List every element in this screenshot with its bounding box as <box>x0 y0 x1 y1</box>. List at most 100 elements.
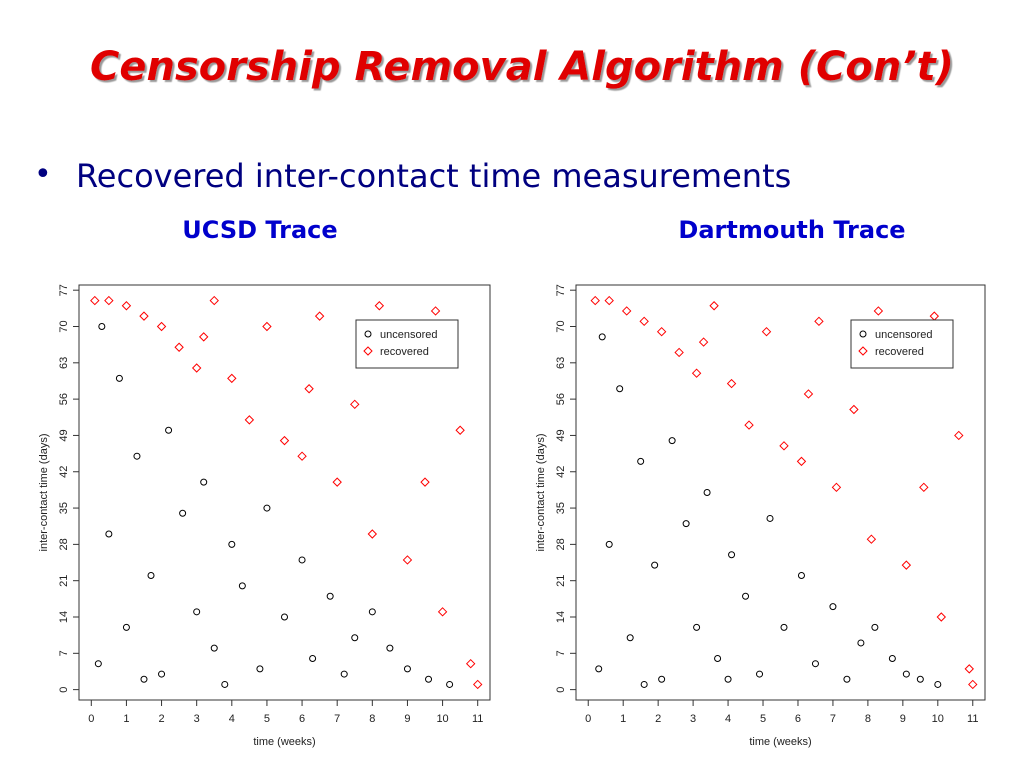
point <box>98 323 106 330</box>
point <box>368 608 376 616</box>
point <box>191 363 202 373</box>
point <box>115 374 123 382</box>
point <box>888 655 896 662</box>
x-tick-label: 2 <box>158 713 164 725</box>
point <box>668 437 676 445</box>
x-tick-label: 6 <box>299 713 305 725</box>
point <box>228 540 236 548</box>
y-tick-label: 28 <box>555 538 567 550</box>
point <box>590 295 600 306</box>
plot-frame <box>78 284 491 701</box>
point <box>402 555 413 565</box>
point <box>595 665 603 673</box>
y-tick-label: 35 <box>555 502 567 514</box>
point <box>263 504 271 512</box>
point <box>849 404 859 415</box>
point <box>693 623 701 631</box>
point <box>179 509 187 517</box>
x-tick-label: 0 <box>585 713 591 725</box>
y-tick-label: 77 <box>555 284 567 296</box>
y-tick-label: 0 <box>58 687 70 693</box>
chart-title: Dartmouth Trace <box>678 216 905 244</box>
y-tick-label: 0 <box>555 687 567 693</box>
point <box>332 477 342 487</box>
y-tick-label: 49 <box>58 429 70 441</box>
x-tick-label: 1 <box>123 713 129 725</box>
y-tick-label: 77 <box>58 284 70 296</box>
point <box>691 368 702 378</box>
point <box>640 680 648 688</box>
point <box>104 295 114 306</box>
point <box>968 679 978 690</box>
point <box>682 520 690 528</box>
point <box>133 452 141 460</box>
point <box>238 582 246 590</box>
point <box>256 665 264 673</box>
point <box>831 482 842 493</box>
point <box>780 623 788 631</box>
point <box>726 378 737 389</box>
point <box>651 561 659 569</box>
y-tick-label: 7 <box>555 650 567 656</box>
point <box>297 451 307 461</box>
point <box>728 551 736 559</box>
chart-title: UCSD Trace <box>182 216 337 244</box>
x-tick-label: 11 <box>967 713 978 725</box>
point <box>446 680 454 688</box>
x-tick-label: 6 <box>795 713 801 725</box>
point <box>156 321 167 332</box>
point <box>200 478 208 486</box>
point <box>829 603 837 611</box>
x-tick-label: 11 <box>472 713 483 725</box>
x-tick-label: 10 <box>436 713 448 725</box>
x-tick-label: 2 <box>655 713 661 725</box>
legend-marker <box>859 330 867 338</box>
y-tick-label: 56 <box>555 393 567 405</box>
point <box>198 332 209 342</box>
x-tick-label: 1 <box>620 713 626 725</box>
y-tick-label: 42 <box>58 466 70 478</box>
x-axis-label: time (weeks) <box>253 736 315 748</box>
point <box>367 529 378 539</box>
x-tick-label: 3 <box>194 713 200 725</box>
point <box>158 670 166 678</box>
point <box>340 670 348 678</box>
y-tick-label: 14 <box>555 611 567 623</box>
point <box>658 675 666 683</box>
y-tick-label: 63 <box>58 357 70 369</box>
y-tick-label: 63 <box>555 357 567 369</box>
x-tick-label: 8 <box>865 713 871 725</box>
point <box>761 326 772 337</box>
y-tick-label: 49 <box>555 429 567 441</box>
point <box>262 321 272 332</box>
point <box>964 664 974 674</box>
x-tick-label: 8 <box>369 713 375 725</box>
legend-marker <box>363 346 373 356</box>
legend-marker <box>364 330 372 338</box>
point <box>122 623 130 631</box>
y-axis-label: inter-contact time (days) <box>535 434 547 552</box>
point <box>425 675 433 683</box>
point <box>121 301 132 311</box>
point <box>811 660 819 668</box>
point <box>797 572 805 579</box>
point <box>165 426 173 434</box>
x-tick-label: 4 <box>229 713 235 725</box>
point <box>866 534 877 544</box>
x-tick-label: 5 <box>264 713 270 725</box>
point <box>803 389 814 399</box>
point <box>139 311 149 321</box>
point <box>386 644 394 652</box>
point <box>105 530 113 538</box>
point <box>227 373 237 384</box>
point <box>147 572 155 579</box>
point <box>430 306 441 316</box>
point <box>916 675 924 683</box>
point <box>455 425 465 435</box>
point <box>873 306 884 316</box>
y-tick-label: 21 <box>58 575 70 587</box>
legend-label: uncensored <box>875 329 933 341</box>
point <box>954 430 964 441</box>
point <box>244 415 255 425</box>
point <box>871 623 879 631</box>
